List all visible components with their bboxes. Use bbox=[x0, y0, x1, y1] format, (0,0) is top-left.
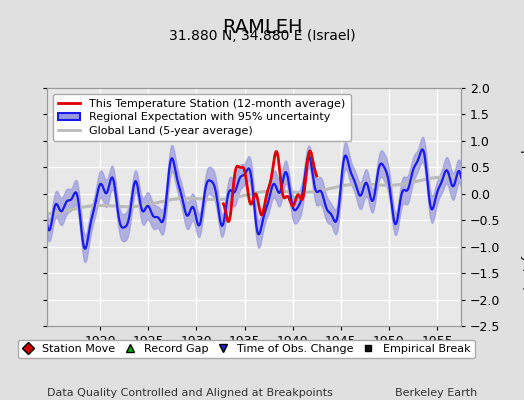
Legend: Station Move, Record Gap, Time of Obs. Change, Empirical Break: Station Move, Record Gap, Time of Obs. C… bbox=[18, 340, 475, 358]
Legend: This Temperature Station (12-month average), Regional Expectation with 95% uncer: This Temperature Station (12-month avera… bbox=[53, 94, 351, 141]
Text: RAMLEH: RAMLEH bbox=[222, 18, 302, 37]
Text: 31.880 N, 34.880 E (Israel): 31.880 N, 34.880 E (Israel) bbox=[169, 29, 355, 43]
Text: Data Quality Controlled and Aligned at Breakpoints: Data Quality Controlled and Aligned at B… bbox=[47, 388, 333, 398]
Y-axis label: Temperature Anomaly (°C): Temperature Anomaly (°C) bbox=[520, 124, 524, 290]
Text: Berkeley Earth: Berkeley Earth bbox=[395, 388, 477, 398]
